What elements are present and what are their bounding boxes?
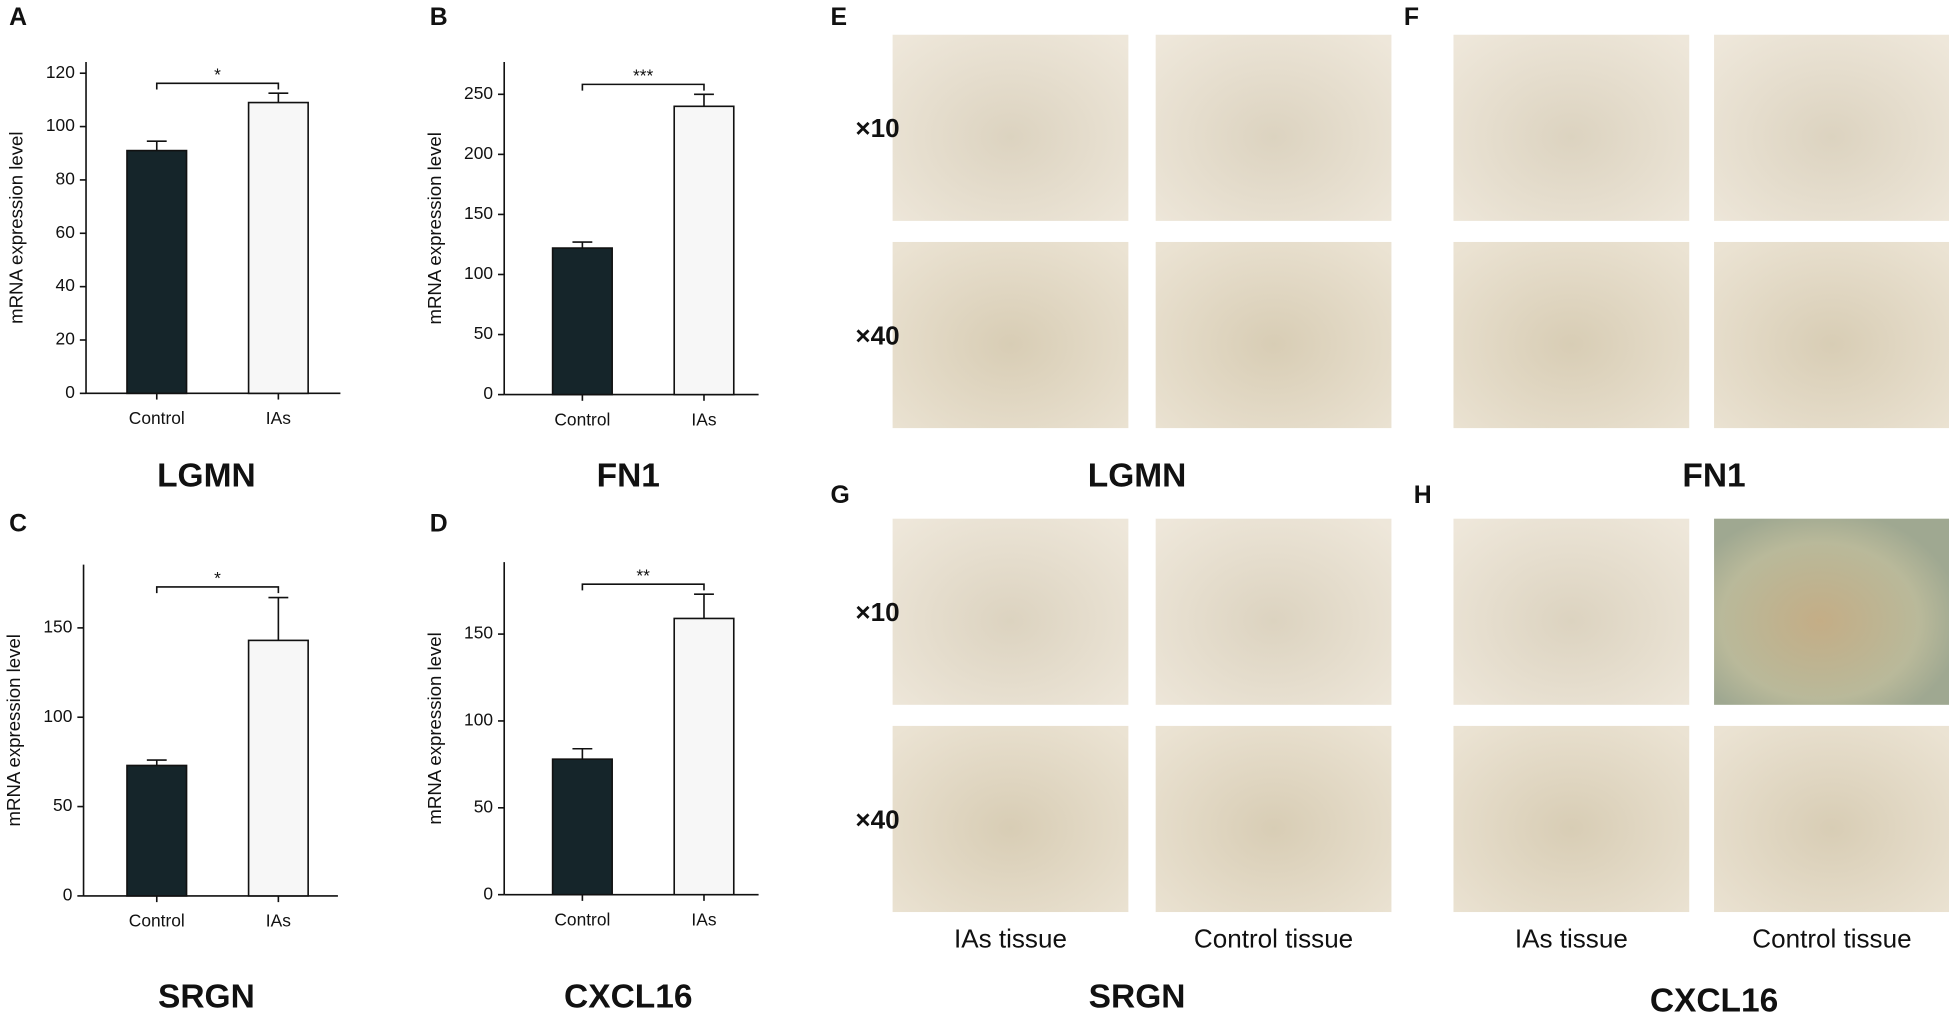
significance-bracket	[155, 82, 280, 90]
y-tick-label: 200	[464, 143, 493, 163]
micrograph	[892, 518, 1129, 705]
magnification-label: ×10	[855, 113, 899, 143]
micrograph	[1453, 725, 1690, 913]
bar	[551, 247, 613, 396]
y-tick-label: 0	[483, 383, 493, 403]
significance-label: ***	[633, 66, 654, 86]
y-tick-label: 150	[43, 616, 72, 636]
y-tick-label: 150	[464, 203, 493, 223]
y-tick-label: 120	[46, 62, 75, 82]
magnification-label: ×10	[855, 597, 899, 627]
x-tick-label: IAs	[691, 909, 716, 929]
magnification-label: ×40	[855, 804, 899, 834]
y-axis-label: mRNA expression level	[424, 132, 445, 324]
magnification-label: ×40	[855, 320, 899, 350]
x-tick-label: IAs	[266, 911, 291, 931]
micrograph	[1155, 518, 1392, 705]
panel-title: LGMN	[1088, 458, 1187, 495]
x-tick-label: Control	[554, 909, 610, 929]
panel-title: CXCL16	[1650, 982, 1778, 1019]
panel-letter: C	[9, 510, 27, 537]
panel-letter: G	[831, 482, 850, 509]
y-tick-label: 250	[464, 83, 493, 103]
y-tick-label: 100	[43, 706, 72, 726]
chart-title: LGMN	[157, 458, 256, 495]
significance-bracket	[155, 586, 280, 594]
chart-title: CXCL16	[564, 979, 692, 1016]
x-tick-label: Control	[554, 409, 610, 429]
x-tick-label: Control	[129, 408, 185, 428]
column-label: IAs tissue	[954, 923, 1067, 953]
bar	[247, 639, 309, 897]
significance-label: *	[214, 64, 221, 84]
bar	[247, 101, 309, 395]
y-tick-label: 100	[46, 115, 75, 135]
x-tick-label: IAs	[691, 409, 716, 429]
panel-letter: H	[1414, 482, 1432, 509]
bar	[551, 758, 613, 896]
micrograph	[1714, 518, 1949, 705]
y-tick-label: 20	[56, 329, 75, 349]
micrograph	[1453, 241, 1690, 429]
panel-title: FN1	[1682, 458, 1745, 495]
panel-title: SRGN	[1089, 979, 1186, 1016]
y-tick-label: 50	[53, 795, 72, 815]
y-tick-label: 100	[464, 263, 493, 283]
panel-letter: A	[9, 4, 27, 31]
bar	[673, 105, 735, 396]
column-label: Control tissue	[1752, 923, 1911, 953]
panel-letter: B	[430, 4, 448, 31]
micrograph	[892, 241, 1129, 429]
panel-letter: D	[430, 510, 448, 537]
micrograph	[1714, 34, 1949, 221]
y-tick-label: 50	[474, 796, 493, 816]
y-tick-label: 0	[483, 883, 493, 903]
y-axis-label: mRNA expression level	[424, 632, 445, 824]
micrograph	[1714, 241, 1949, 429]
significance-bracket	[581, 583, 705, 591]
y-tick-label: 0	[65, 382, 75, 402]
bar	[126, 764, 188, 897]
y-tick-label: 40	[56, 275, 75, 295]
micrograph	[1453, 518, 1690, 705]
significance-bracket	[581, 83, 705, 91]
panel-letter: F	[1404, 4, 1419, 31]
micrograph	[892, 725, 1129, 913]
column-label: Control tissue	[1194, 923, 1353, 953]
y-tick-label: 0	[63, 885, 73, 905]
y-tick-label: 50	[474, 323, 493, 343]
bar	[673, 617, 735, 896]
micrograph	[892, 34, 1129, 221]
y-axis-label: mRNA expression level	[6, 132, 27, 324]
y-tick-label: 80	[56, 169, 75, 189]
y-tick-label: 100	[464, 710, 493, 730]
micrograph	[1155, 34, 1392, 221]
y-tick-label: 60	[56, 222, 75, 242]
micrograph	[1155, 725, 1392, 913]
y-tick-label: 150	[464, 623, 493, 643]
chart-title: FN1	[597, 458, 660, 495]
column-label: IAs tissue	[1515, 923, 1628, 953]
x-tick-label: Control	[129, 911, 185, 931]
micrograph	[1155, 241, 1392, 429]
micrograph	[1714, 725, 1949, 913]
micrograph	[1453, 34, 1690, 221]
significance-label: *	[214, 568, 221, 588]
x-tick-label: IAs	[266, 408, 291, 428]
chart-title: SRGN	[158, 979, 255, 1016]
y-axis-label: mRNA expression level	[3, 634, 24, 826]
panel-letter: E	[831, 4, 848, 31]
significance-label: **	[636, 565, 650, 585]
bar	[126, 149, 188, 395]
